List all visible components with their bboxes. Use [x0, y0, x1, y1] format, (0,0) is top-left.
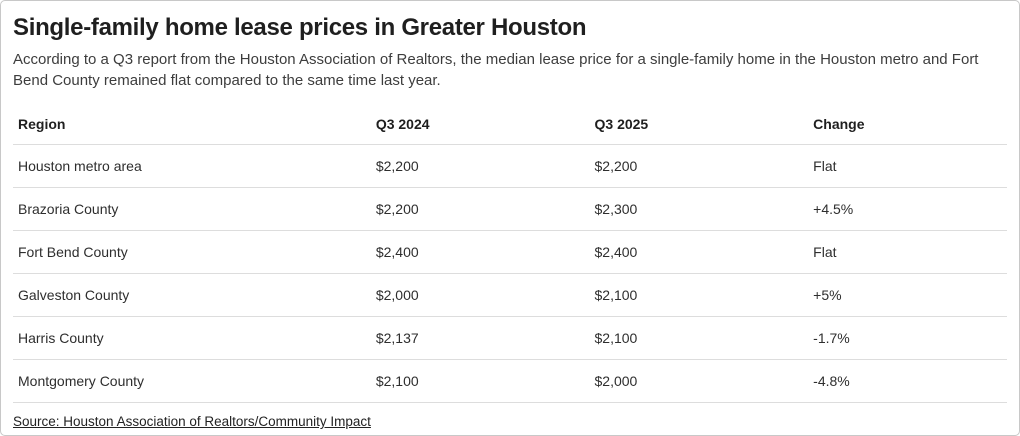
table-header-row: Region Q3 2024 Q3 2025 Change — [13, 104, 1007, 145]
lease-price-table: Region Q3 2024 Q3 2025 Change Houston me… — [13, 104, 1007, 403]
table-cell-region: Harris County — [13, 316, 371, 360]
table-cell-region: Brazoria County — [13, 187, 371, 231]
table-cell-q3-2025: $2,100 — [589, 273, 809, 317]
chart-title: Single-family home lease prices in Great… — [13, 14, 587, 41]
source-line: Source: Houston Association of Realtors/… — [13, 414, 1007, 429]
table-row: Montgomery County $2,100 $2,000 -4.8% — [13, 359, 1007, 403]
table-cell-region: Galveston County — [13, 273, 371, 317]
table-cell-region: Fort Bend County — [13, 230, 371, 274]
table-cell-q3-2025: $2,200 — [589, 144, 809, 188]
table-cell-region: Montgomery County — [13, 359, 371, 403]
table-cell-change: Flat — [808, 230, 1007, 274]
table-cell-q3-2024: $2,200 — [370, 187, 590, 231]
table-row: Galveston County $2,000 $2,100 +5% — [13, 273, 1007, 317]
table-cell-q3-2025: $2,100 — [589, 316, 809, 360]
column-header-region: Region — [13, 104, 371, 145]
table-cell-change: +5% — [808, 273, 1007, 317]
table-cell-q3-2025: $2,400 — [589, 230, 809, 274]
table-cell-change: +4.5% — [808, 187, 1007, 231]
table-cell-q3-2025: $2,300 — [589, 187, 809, 231]
chart-subtitle: According to a Q3 report from the Housto… — [13, 51, 979, 89]
table-cell-change: -4.8% — [808, 359, 1007, 403]
table-row: Harris County $2,137 $2,100 -1.7% — [13, 316, 1007, 360]
table-cell-q3-2025: $2,000 — [589, 359, 809, 403]
column-header-q3-2025: Q3 2025 — [589, 104, 809, 145]
table-cell-change: Flat — [808, 144, 1007, 188]
table-cell-q3-2024: $2,000 — [370, 273, 590, 317]
table-cell-region: Houston metro area — [13, 144, 371, 188]
table-cell-change: -1.7% — [808, 316, 1007, 360]
table-row: Fort Bend County $2,400 $2,400 Flat — [13, 230, 1007, 274]
column-header-q3-2024: Q3 2024 — [370, 104, 590, 145]
table-body: Houston metro area $2,200 $2,200 Flat Brazor… — [13, 144, 1007, 403]
table-row: Houston metro area $2,200 $2,200 Flat — [13, 144, 1007, 188]
table-cell-q3-2024: $2,137 — [370, 316, 590, 360]
table-row: Brazoria County $2,200 $2,300 +4.5% — [13, 187, 1007, 231]
source-link[interactable]: Source: Houston Association of Realtors/… — [13, 414, 371, 429]
table-cell-q3-2024: $2,100 — [370, 359, 590, 403]
table-cell-q3-2024: $2,400 — [370, 230, 590, 274]
column-header-change: Change — [808, 104, 1007, 145]
table-cell-q3-2024: $2,200 — [370, 144, 590, 188]
